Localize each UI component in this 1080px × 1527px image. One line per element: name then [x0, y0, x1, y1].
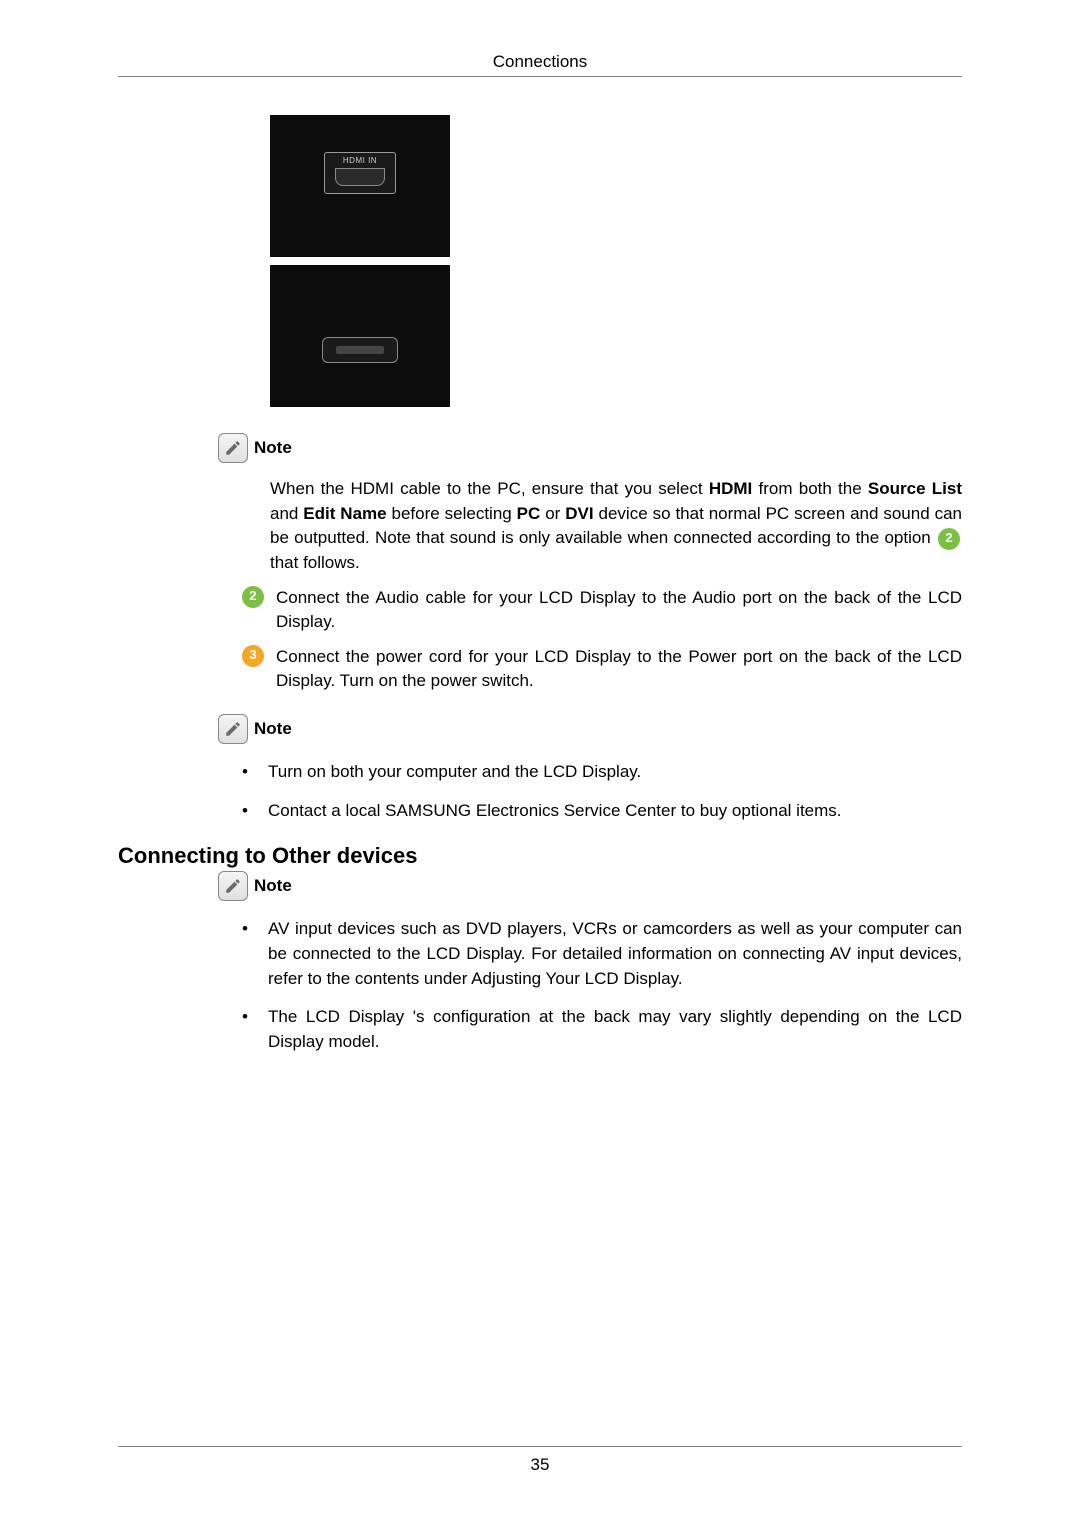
para1-part-l: that follows.: [270, 553, 360, 572]
para1-part-c: from both the: [752, 479, 868, 498]
bullet-dot: •: [242, 1005, 250, 1054]
step-3-row: 3 Connect the power cord for your LCD Di…: [242, 645, 962, 694]
step-2-row: 2 Connect the Audio cable for your LCD D…: [242, 586, 962, 635]
note-label: Note: [254, 876, 292, 896]
para1-part-e: and: [270, 504, 303, 523]
bullet-row: • AV input devices such as DVD players, …: [242, 917, 962, 991]
bullet-dot: •: [242, 799, 250, 824]
page-number: 35: [531, 1455, 550, 1474]
bullet-list-1: • Turn on both your computer and the LCD…: [242, 760, 962, 823]
para1-dvi: DVI: [565, 504, 593, 523]
bullet-row: • Turn on both your computer and the LCD…: [242, 760, 962, 785]
note-icon: [218, 433, 248, 463]
circle-2-icon: 2: [938, 528, 960, 550]
pencil-icon: [224, 439, 242, 457]
hdmi-port-image: HDMI IN: [270, 115, 450, 257]
cable-connector-graphic: [322, 337, 398, 363]
bullet2-text: Contact a local SAMSUNG Electronics Serv…: [268, 799, 962, 824]
cable-slot: [336, 346, 384, 354]
page-footer: 35: [118, 1446, 962, 1475]
content-area: HDMI IN Note When the HDMI cable to the …: [0, 115, 1080, 1055]
bullet4-text: The LCD Display 's configuration at the …: [268, 1005, 962, 1054]
para1-part-a: When the HDMI cable to the PC, ensure th…: [270, 479, 709, 498]
para1-part-i: or: [540, 504, 565, 523]
note-block-2: Note: [218, 714, 962, 744]
para1-sourcelist: Source List: [868, 479, 962, 498]
step-3-marker: 3: [242, 645, 264, 667]
bullet-list-2: • AV input devices such as DVD players, …: [242, 917, 962, 1054]
hdmi-note-paragraph: When the HDMI cable to the PC, ensure th…: [270, 477, 962, 576]
hdmi-image-stack: HDMI IN: [270, 115, 450, 407]
bullet-dot: •: [242, 917, 250, 991]
pencil-icon: [224, 877, 242, 895]
bullet-row: • The LCD Display 's configuration at th…: [242, 1005, 962, 1054]
para1-editname: Edit Name: [303, 504, 386, 523]
hdmi-label: HDMI IN: [343, 156, 377, 165]
para1-part-g: before selecting: [387, 504, 517, 523]
bullet1-text: Turn on both your computer and the LCD D…: [268, 760, 962, 785]
header-title: Connections: [493, 52, 588, 71]
bullet3-text: AV input devices such as DVD players, VC…: [268, 917, 962, 991]
note-label: Note: [254, 438, 292, 458]
inline-circle-2: 2: [938, 528, 960, 550]
bullet-dot: •: [242, 760, 250, 785]
pencil-icon: [224, 720, 242, 738]
para1-pc: PC: [517, 504, 541, 523]
note-label: Note: [254, 719, 292, 739]
para1-hdmi: HDMI: [709, 479, 752, 498]
note-icon: [218, 871, 248, 901]
cable-image: [270, 265, 450, 407]
step-2-text: Connect the Audio cable for your LCD Dis…: [276, 586, 962, 635]
step-2-marker: 2: [242, 586, 264, 608]
note-block-1: Note: [218, 433, 962, 463]
bullet-row: • Contact a local SAMSUNG Electronics Se…: [242, 799, 962, 824]
note-block-3: Note: [218, 871, 962, 901]
section-heading: Connecting to Other devices: [118, 843, 962, 869]
step-3-text: Connect the power cord for your LCD Disp…: [276, 645, 962, 694]
hdmi-port-graphic: HDMI IN: [324, 152, 396, 194]
note-icon: [218, 714, 248, 744]
hdmi-slot: [335, 168, 385, 186]
page-header: Connections: [118, 0, 962, 77]
